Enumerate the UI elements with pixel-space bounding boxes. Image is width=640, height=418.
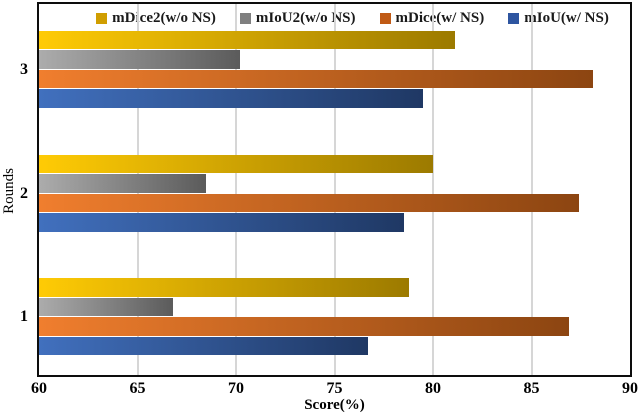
legend: mDice2(w/o NS) mIoU2(w/o NS) mDice(w/ NS) m… — [79, 7, 626, 29]
y-tick-label-3: 3 — [20, 60, 28, 78]
x-tick-label-85: 85 — [523, 380, 540, 397]
y-tick-label-1: 1 — [20, 308, 28, 326]
legend-swatch-icon — [96, 12, 108, 24]
bar-round3-miou-w-ns- — [39, 89, 424, 108]
y-tick-label-2: 2 — [20, 184, 28, 202]
legend-item: mIoU(w/ NS) — [508, 10, 609, 27]
bar-round3-mdice-w-ns- — [39, 69, 593, 89]
x-tick-label-65: 65 — [129, 380, 146, 397]
bar-round1-mdice2-w-o-ns- — [39, 278, 410, 297]
x-tick-label-80: 80 — [425, 380, 441, 397]
x-tick-label-70: 70 — [228, 380, 244, 397]
bar-round2-miou-w-ns- — [39, 213, 404, 232]
legend-label: mDice(w/ NS) — [395, 9, 485, 26]
bar-round3-miou2-w-o-ns- — [39, 50, 240, 69]
legend-item: mDice2(w/o NS) — [96, 10, 216, 27]
bar-round2-mdice2-w-o-ns- — [39, 154, 433, 173]
gridline-75 — [333, 4, 336, 375]
legend-label: mIoU2(w/o NS) — [255, 9, 356, 26]
legend-item: mIoU2(w/o NS) — [239, 9, 356, 27]
legend-swatch-icon — [508, 12, 520, 24]
bar-round2-mdice-w-ns- — [39, 193, 579, 212]
x-tick-label-90: 90 — [622, 380, 638, 397]
legend-swatch-icon — [379, 12, 391, 24]
legend-item: mDice(w/ NS) — [379, 9, 485, 27]
bar-round3-mdice2-w-o-ns- — [39, 30, 455, 50]
x-tick-label-75: 75 — [326, 380, 343, 397]
bar-round1-miou2-w-o-ns- — [39, 297, 173, 317]
bar-round1-miou-w-ns- — [39, 336, 368, 356]
bar-round1-mdice-w-ns- — [39, 317, 569, 336]
bar-round2-miou2-w-o-ns- — [39, 174, 207, 193]
x-tick-label-60: 60 — [31, 380, 47, 397]
gridline-85 — [530, 4, 533, 375]
gridline-80 — [432, 4, 434, 375]
legend-label: mDice2(w/o NS) — [112, 9, 216, 26]
x-axis-title: Score(%) — [304, 397, 365, 413]
legend-swatch-icon — [239, 12, 251, 24]
legend-label: mIoU(w/ NS) — [524, 9, 609, 26]
gridline-70 — [235, 4, 237, 375]
plot-area: mDice2(w/o NS) mIoU2(w/o NS) mDice(w/ NS) m… — [37, 2, 632, 377]
